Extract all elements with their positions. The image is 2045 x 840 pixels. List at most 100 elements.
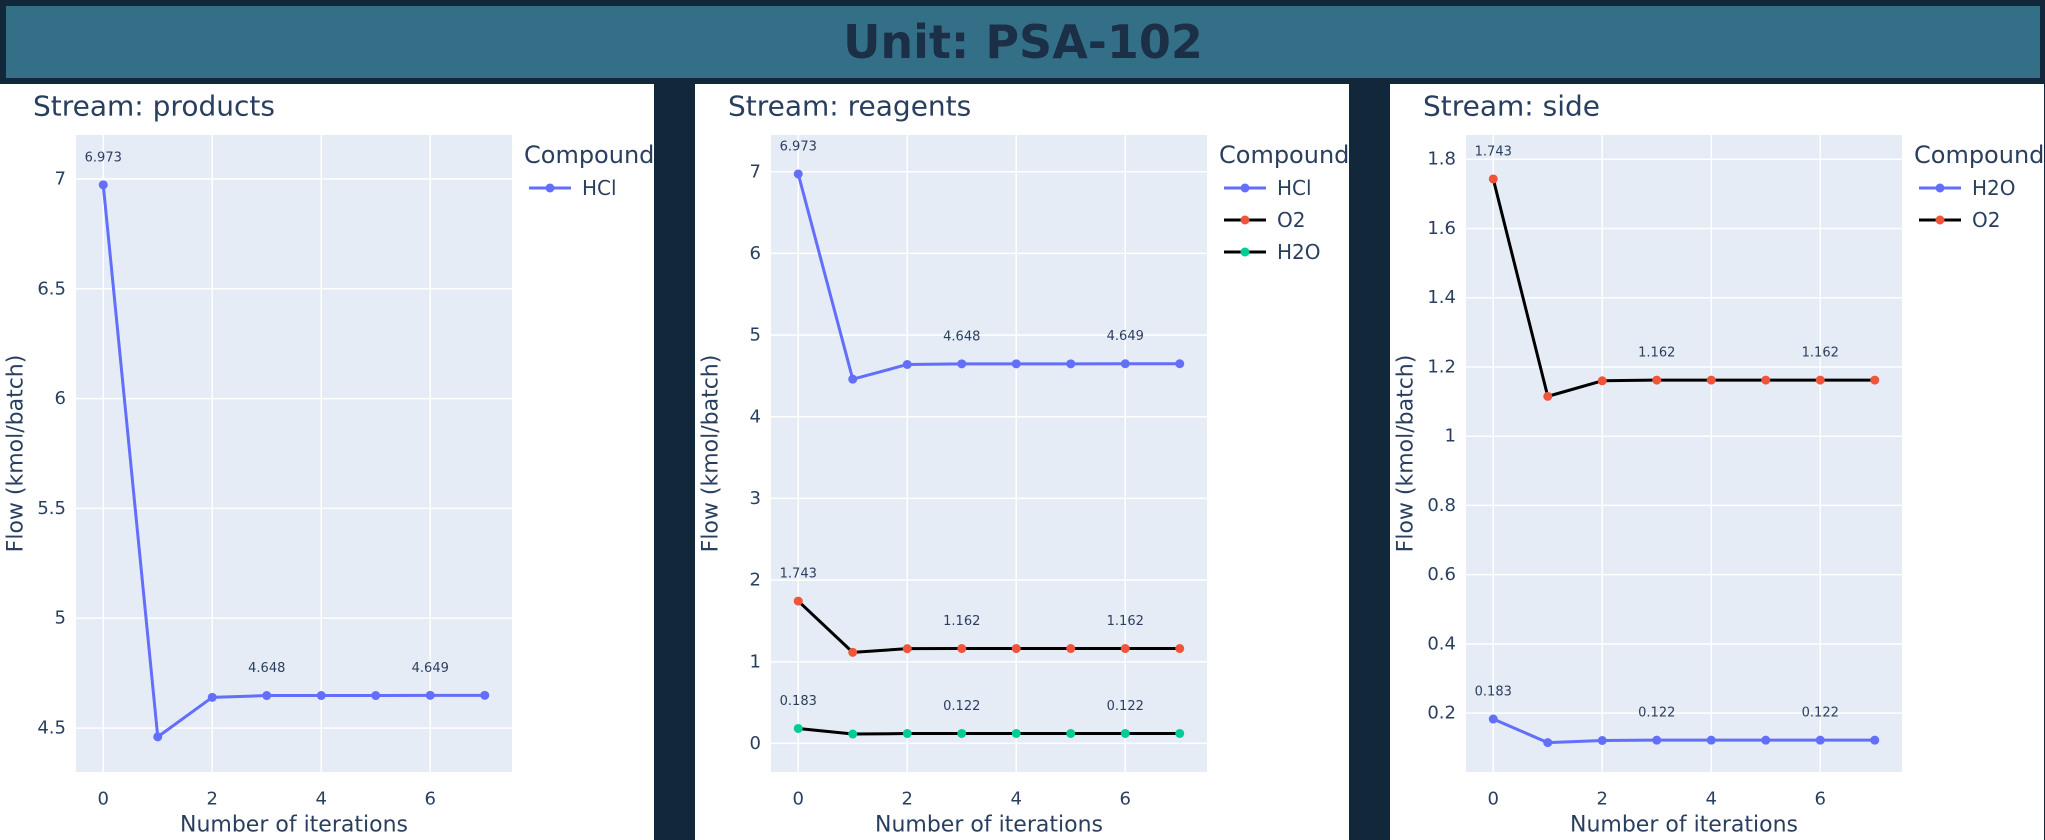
x-tick-label: 2 — [207, 789, 218, 810]
data-point-h2o — [1870, 735, 1880, 745]
y-tick-label: 0.8 — [1427, 495, 1456, 516]
data-label: 0.122 — [943, 699, 980, 714]
page-header: Unit: PSA-102 — [6, 6, 2040, 78]
series-line-hcl — [101, 184, 485, 739]
data-label: 1.743 — [780, 567, 817, 582]
y-tick-label: 4 — [750, 406, 761, 427]
y-tick-label: 1 — [750, 651, 761, 672]
data-point-h2o — [902, 729, 912, 739]
y-tick-label: 1.4 — [1427, 287, 1456, 308]
y-tick-label: 6.5 — [37, 278, 66, 299]
x-tick-label: 6 — [1815, 789, 1826, 810]
data-label: 0.183 — [1475, 685, 1512, 700]
chart-title: Stream: side — [1423, 90, 1600, 123]
y-tick-label: 2 — [750, 570, 761, 591]
legend-swatch-marker — [1935, 215, 1945, 225]
x-axis-label: Number of iterations — [875, 813, 1103, 838]
legend-item-o2: O2 — [1972, 208, 2000, 232]
x-tick-label: 4 — [1011, 789, 1022, 810]
legend-title: Compound — [1914, 141, 2044, 169]
data-point-h2o — [1066, 728, 1076, 738]
data-point-hcl — [425, 690, 435, 700]
y-tick-label: 1 — [1445, 426, 1456, 447]
data-point-h2o — [957, 728, 967, 738]
data-point-hcl — [1066, 359, 1076, 369]
data-label: 4.649 — [412, 661, 449, 676]
y-tick-label: 0.2 — [1427, 703, 1456, 724]
legend-swatch-marker — [1240, 247, 1250, 257]
page-title: Unit: PSA-102 — [843, 15, 1203, 69]
y-tick-label: 0.4 — [1427, 633, 1456, 654]
data-point-h2o — [1597, 735, 1607, 745]
data-label: 1.743 — [1475, 144, 1512, 159]
data-point-o2 — [1652, 375, 1662, 385]
legend-item-o2: O2 — [1277, 208, 1305, 232]
data-label: 0.122 — [1802, 706, 1839, 721]
x-tick-label: 6 — [425, 789, 436, 810]
data-label: 1.162 — [1107, 614, 1144, 629]
y-tick-label: 0 — [750, 733, 761, 754]
data-point-hcl — [1120, 359, 1130, 369]
y-axis-label: Flow (kmol/batch) — [1394, 355, 1419, 553]
series-line-hcl — [796, 173, 1180, 381]
data-point-o2 — [793, 596, 803, 606]
data-point-hcl — [98, 180, 108, 190]
data-point-h2o — [1120, 728, 1130, 738]
data-point-hcl — [153, 732, 163, 742]
data-point-h2o — [1175, 728, 1185, 738]
x-tick-label: 6 — [1120, 789, 1131, 810]
x-tick-label: 0 — [1488, 789, 1499, 810]
x-tick-label: 4 — [316, 789, 327, 810]
data-label: 1.162 — [1638, 346, 1675, 361]
data-point-o2 — [848, 647, 858, 657]
legend-title: Compound — [1219, 141, 1349, 169]
x-tick-label: 0 — [98, 789, 109, 810]
legend-item-hcl: HCl — [1277, 176, 1312, 200]
y-tick-label: 5 — [750, 325, 761, 346]
legend-swatch-marker — [1935, 183, 1945, 193]
data-label: 0.122 — [1107, 699, 1144, 714]
chart-side: Stream: side 0 2 4 6 0.2 0.4 0.6 0.8 1 1.2 1.4 1.6 1.… — [1394, 90, 2045, 838]
data-label: 1.162 — [1802, 346, 1839, 361]
legend-swatch-marker — [545, 183, 555, 193]
x-tick-label: 0 — [793, 789, 804, 810]
y-tick-label: 4.5 — [37, 718, 66, 739]
data-point-hcl — [480, 690, 490, 700]
y-tick-label: 3 — [750, 488, 761, 509]
data-label: 0.183 — [780, 694, 817, 709]
chart-products: Stream: products 0 2 4 6 4.5 5 5.5 6 6.5 7 Number o… — [4, 90, 655, 838]
data-point-o2 — [1488, 174, 1498, 184]
data-point-o2 — [1815, 375, 1825, 385]
chart-panel-products: Stream: products 0 2 4 6 4.5 5 5.5 6 6.5 7 Number o… — [0, 84, 654, 840]
data-point-h2o — [1652, 735, 1662, 745]
legend-swatch-marker — [1240, 183, 1250, 193]
data-label: 4.648 — [248, 661, 285, 676]
data-point-hcl — [1175, 359, 1185, 369]
data-point-hcl — [902, 359, 912, 369]
data-point-o2 — [1175, 644, 1185, 654]
chart-title: Stream: products — [33, 90, 275, 123]
data-point-hcl — [793, 169, 803, 179]
legend-item-hcl: HCl — [582, 176, 617, 200]
chart-title: Stream: reagents — [728, 90, 971, 123]
x-tick-label: 2 — [1597, 789, 1608, 810]
data-point-o2 — [1706, 375, 1716, 385]
data-point-o2 — [1597, 376, 1607, 386]
data-point-hcl — [957, 359, 967, 369]
series-line-o2 — [1491, 178, 1875, 398]
y-tick-label: 0.6 — [1427, 564, 1456, 585]
x-axis-label: Number of iterations — [180, 813, 408, 838]
data-point-h2o — [1011, 728, 1021, 738]
data-label: 4.648 — [943, 329, 980, 344]
data-point-o2 — [1066, 644, 1076, 654]
series-line-h2o — [798, 726, 1180, 736]
data-point-o2 — [1120, 644, 1130, 654]
data-point-o2 — [902, 644, 912, 654]
data-point-hcl — [848, 374, 858, 384]
data-point-h2o — [848, 729, 858, 739]
data-point-h2o — [1543, 738, 1553, 748]
x-axis-label: Number of iterations — [1570, 813, 1798, 838]
chart-panel-reagents: Stream: reagents 0 2 4 6 0 1 2 3 4 5 6 7 Number of it… — [695, 84, 1349, 840]
legend-swatch-marker — [1240, 215, 1250, 225]
data-point-h2o — [793, 723, 803, 733]
